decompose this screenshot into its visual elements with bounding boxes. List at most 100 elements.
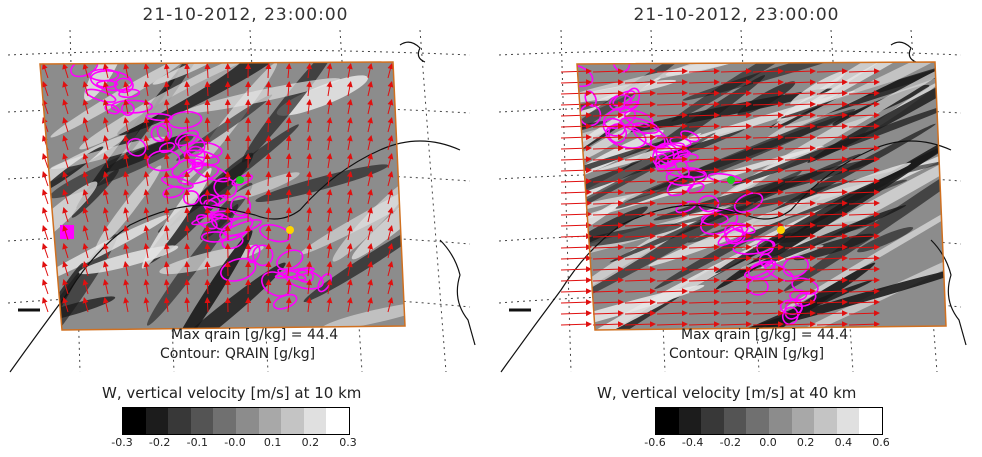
wind-arrow — [346, 63, 353, 79]
wind-arrow — [592, 134, 624, 141]
wind-arrow — [82, 153, 89, 169]
wind-arrow — [265, 261, 272, 277]
wind-arrow — [204, 225, 211, 241]
wind-arrow — [326, 297, 333, 313]
rain-contour — [219, 216, 254, 242]
wind-arrow — [848, 277, 880, 284]
wind-arrow — [163, 243, 170, 259]
wind-arrow — [306, 279, 313, 295]
colorbar-segment — [768, 408, 792, 434]
wind-arrow — [688, 211, 720, 218]
coast-line — [930, 239, 967, 346]
wind-arrow — [82, 117, 89, 133]
wind-arrow — [82, 243, 89, 259]
rain-contour — [724, 222, 744, 243]
wind-arrow — [102, 99, 109, 115]
wind-arrow — [143, 279, 150, 295]
wind-arrow — [163, 99, 170, 115]
wind-arrow — [163, 279, 170, 295]
panel-title: 21-10-2012, 23:00:00 — [633, 5, 840, 25]
wind-arrow — [624, 167, 656, 174]
wind-arrow — [306, 297, 313, 313]
wind-arrow — [62, 99, 69, 115]
wind-arrow — [123, 261, 130, 277]
wind-arrow — [560, 255, 592, 262]
wind-arrow — [62, 153, 69, 169]
rain-contour — [784, 298, 803, 320]
wind-arrow — [784, 189, 816, 196]
wind-arrow — [560, 288, 592, 295]
wind-arrow — [720, 112, 752, 119]
wind-arrow — [592, 288, 624, 295]
wind-arrow — [624, 211, 656, 218]
colorbar — [655, 407, 883, 435]
wind-arrow — [592, 233, 624, 240]
wind-arrow — [163, 207, 170, 223]
wind-arrows — [560, 68, 880, 328]
wind-arrow — [816, 277, 848, 284]
coastline — [500, 41, 967, 373]
wind-arrow — [184, 135, 191, 151]
wind-arrow — [82, 135, 89, 151]
colorbar-tick-label: 0.6 — [872, 436, 890, 449]
wind-arrow — [367, 297, 374, 313]
wind-arrow — [784, 288, 816, 295]
wind-arrow — [784, 222, 816, 229]
wind-arrow — [816, 134, 848, 141]
wind-arrow — [848, 200, 880, 207]
wind-arrow — [688, 79, 720, 86]
colorbar-segment — [168, 408, 191, 434]
wind-arrow — [204, 243, 211, 259]
yellow-marker — [286, 226, 294, 234]
wind-arrow — [123, 279, 130, 295]
wind-arrow — [123, 171, 130, 187]
wind-arrow — [848, 255, 880, 262]
wind-arrow — [688, 222, 720, 229]
wind-arrow — [624, 101, 656, 108]
wind-arrow — [82, 297, 89, 313]
wind-arrow — [848, 79, 880, 86]
domain-border — [576, 61, 947, 331]
wind-arrow — [688, 178, 720, 185]
wind-arrow — [387, 243, 394, 259]
wind-arrow — [560, 90, 592, 97]
wind-arrow — [123, 117, 130, 133]
wind-arrow — [102, 189, 109, 205]
panel-title: 21-10-2012, 23:00:00 — [142, 5, 349, 25]
wind-arrow — [720, 211, 752, 218]
wind-arrow — [848, 123, 880, 130]
rain-contours — [577, 62, 819, 326]
wind-arrow — [624, 222, 656, 229]
colorbar-tick-label: -0.1 — [186, 436, 209, 449]
wave-stripe — [776, 62, 913, 122]
rain-contour — [285, 269, 324, 290]
wind-arrow — [560, 299, 592, 306]
wind-arrow — [560, 101, 592, 108]
wind-arrow — [143, 117, 150, 133]
wind-arrow — [752, 299, 784, 306]
rain-contour — [223, 219, 262, 237]
wind-arrow — [62, 297, 69, 313]
wind-arrow — [784, 167, 816, 174]
wind-arrow — [752, 255, 784, 262]
wind-arrow — [367, 261, 374, 277]
wind-arrow — [656, 134, 688, 141]
wind-arrow — [102, 243, 109, 259]
wind-arrow — [346, 225, 353, 241]
wind-arrow — [326, 243, 333, 259]
wind-arrow — [784, 123, 816, 130]
wind-arrow — [656, 244, 688, 251]
wind-arrow — [184, 153, 191, 169]
wind-arrow — [184, 243, 191, 259]
wind-arrow — [688, 145, 720, 152]
wind-arrow — [688, 123, 720, 130]
wind-arrow — [123, 81, 130, 97]
wind-arrow — [285, 153, 292, 169]
wind-arrow — [720, 266, 752, 273]
wind-arrow — [624, 178, 656, 185]
wind-arrow — [41, 297, 49, 313]
wind-arrow — [720, 321, 752, 328]
wind-arrow — [163, 189, 170, 205]
wind-arrow — [326, 99, 333, 115]
wind-arrow — [326, 207, 333, 223]
